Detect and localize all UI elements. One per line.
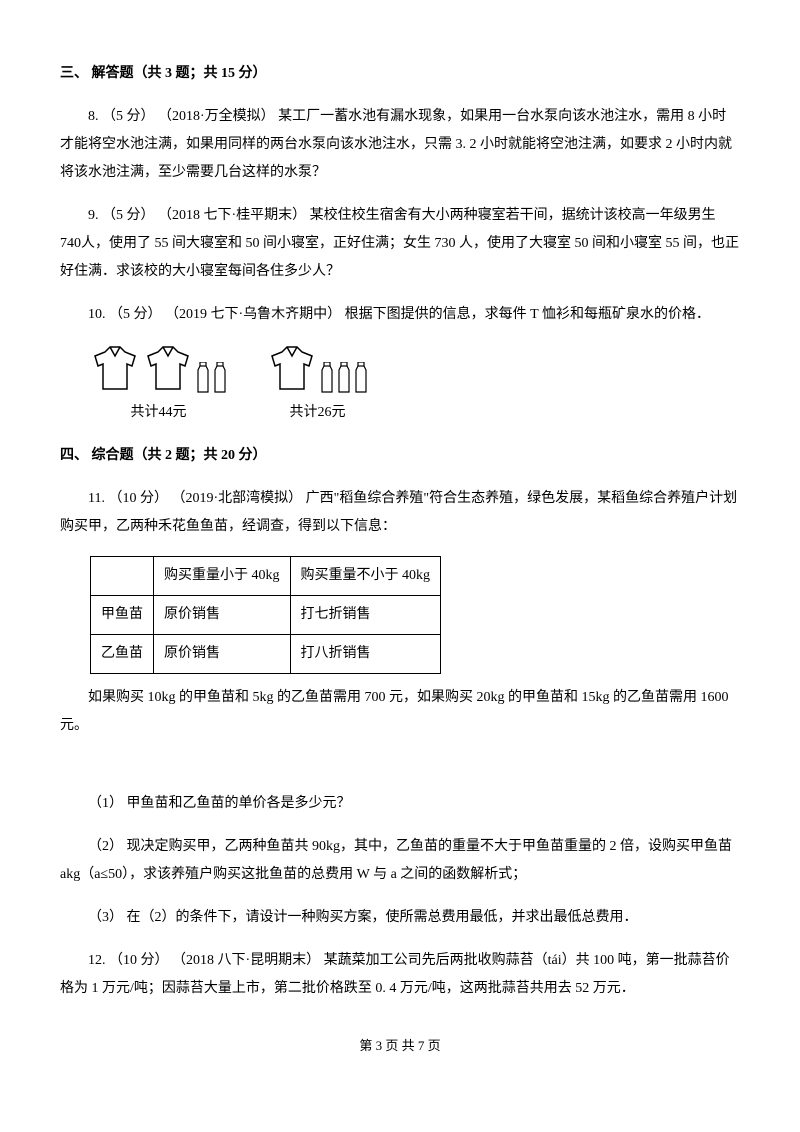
group-1-price-label: 共计44元 — [131, 399, 187, 427]
price-table: 购买重量小于 40kg 购买重量不小于 40kg 甲鱼苗 原价销售 打七折销售 … — [90, 556, 441, 674]
shirt-icon — [267, 344, 317, 394]
table-cell: 购买重量小于 40kg — [154, 557, 291, 596]
table-cell: 购买重量不小于 40kg — [290, 557, 441, 596]
question-11-3: （3） 在（2）的条件下，请设计一种购买方案，使所需总费用最低，并求出最低总费用… — [60, 904, 740, 932]
question-11-intro: 11. （10 分） （2019·北部湾模拟） 广西"稻鱼综合养殖"符合生态养殖… — [60, 485, 740, 541]
question-11-post: 如果购买 10kg 的甲鱼苗和 5kg 的乙鱼苗需用 700 元，如果购买 20… — [60, 684, 740, 740]
bottle-icon — [196, 362, 210, 394]
group-2-price-label: 共计26元 — [290, 399, 346, 427]
shirt-icon — [90, 344, 140, 394]
question-8: 8. （5 分） （2018·万全模拟） 某工厂一蓄水池有漏水现象，如果用一台水… — [60, 103, 740, 187]
question-12: 12. （10 分） （2018 八下·昆明期末） 某蔬菜加工公司先后两批收购蒜… — [60, 947, 740, 1003]
shirt-icon — [143, 344, 193, 394]
question-11-2: （2） 现决定购买甲，乙两种鱼苗共 90kg，其中，乙鱼苗的重量不大于甲鱼苗重量… — [60, 833, 740, 889]
table-row: 乙鱼苗 原价销售 打八折销售 — [91, 635, 441, 674]
table-cell: 甲鱼苗 — [91, 596, 154, 635]
table-cell: 原价销售 — [154, 596, 291, 635]
bottle-icon — [337, 362, 351, 394]
table-cell — [91, 557, 154, 596]
table-row: 甲鱼苗 原价销售 打七折销售 — [91, 596, 441, 635]
question-11-1: （1） 甲鱼苗和乙鱼苗的单价各是多少元？ — [60, 790, 740, 818]
question-10: 10. （5 分） （2019 七下·乌鲁木齐期中） 根据下图提供的信息，求每件… — [60, 301, 740, 329]
shirt-group-1: 共计44元 — [90, 344, 227, 427]
question-9: 9. （5 分） （2018 七下·桂平期末） 某校住校生宿舍有大小两种寝室若干… — [60, 202, 740, 286]
page-footer: 第 3 页 共 7 页 — [60, 1033, 740, 1059]
shirt-price-diagram: 共计44元 共计26元 — [90, 344, 740, 427]
table-row: 购买重量小于 40kg 购买重量不小于 40kg — [91, 557, 441, 596]
table-cell: 乙鱼苗 — [91, 635, 154, 674]
table-cell: 打七折销售 — [290, 596, 441, 635]
section-4-header: 四、 综合题（共 2 题；共 20 分） — [60, 442, 740, 470]
shirt-group-2: 共计26元 — [267, 344, 368, 427]
section-3-header: 三、 解答题（共 3 题；共 15 分） — [60, 60, 740, 88]
table-cell: 原价销售 — [154, 635, 291, 674]
bottle-icon — [354, 362, 368, 394]
bottle-icon — [320, 362, 334, 394]
bottle-icon — [213, 362, 227, 394]
table-cell: 打八折销售 — [290, 635, 441, 674]
